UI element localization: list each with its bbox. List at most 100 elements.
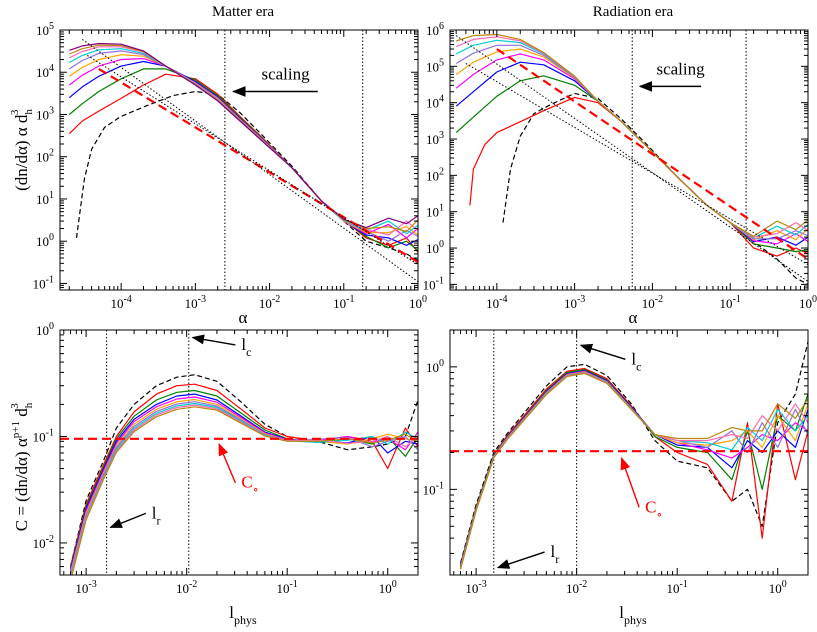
annotation-label: lr (551, 542, 560, 566)
x-tick-label: 10-3 (465, 579, 486, 596)
x-tick-label: 100 (379, 579, 397, 596)
panel-matter-alpha: 10-4 10-3 10-2 10-1 100 10-1 100 101 102 103 104 10… (33, 21, 427, 311)
annotation-label: C∘ (241, 473, 258, 497)
y-tick-label: 105 (426, 57, 444, 74)
reference-line-dotted (87, 54, 418, 266)
reference-line-red-dashed (496, 48, 808, 260)
series-line-dashed (75, 90, 418, 262)
series-line (459, 370, 808, 568)
series-line (69, 401, 418, 575)
annotation-label: C∘ (645, 497, 662, 521)
x-tick-label: 100 (769, 579, 787, 596)
series-line (459, 372, 808, 570)
series-line (459, 369, 808, 566)
series-line (68, 60, 418, 246)
x-tick-label: 10-1 (333, 294, 354, 311)
y-tick-label: 100 (36, 232, 54, 249)
series-line (71, 406, 418, 575)
y-axis-label-bottom-sub: h (23, 402, 35, 408)
x-axis-label-matter-lphys-main: l (229, 603, 234, 622)
series-line (456, 33, 808, 237)
series-line (455, 53, 808, 245)
x-tick-label: 10-2 (642, 294, 663, 311)
y-axis-label-bottom: C = (dn/dα) αp+1 dh3 (9, 402, 35, 531)
y-tick-label: 100 (426, 239, 444, 256)
reference-line-dotted (465, 63, 808, 266)
series-line (455, 48, 808, 241)
x-tick-label: 10-4 (486, 294, 507, 311)
y-tick-label: 102 (36, 148, 54, 165)
y-tick-label: 103 (36, 105, 54, 122)
y-tick-label: 104 (36, 63, 54, 80)
series-line (459, 367, 808, 566)
x-axis-label-radiation-lphys: lphys (619, 603, 647, 627)
annotation-label: lc (241, 335, 251, 359)
x-axis-label-radiation-lphys-sub: phys (624, 613, 647, 627)
x-tick-label: 10-1 (277, 579, 298, 596)
reference-line-dotted (82, 38, 418, 283)
annotation-label: lc (631, 349, 641, 373)
series-line (69, 42, 418, 229)
y-axis-label-top-sub: h (23, 109, 35, 115)
annotation-arrow (191, 334, 236, 346)
y-tick-label: 100 (36, 321, 54, 338)
plot-area (450, 330, 808, 575)
x-tick-label: 10-3 (564, 294, 585, 311)
series-line (69, 46, 418, 236)
series-line (68, 68, 418, 252)
x-tick-label: 10-1 (667, 579, 688, 596)
y-tick-label: 101 (36, 190, 54, 207)
plot-frame (449, 329, 809, 576)
plot-area (60, 330, 418, 575)
y-axis-label-top: (dn/dα) α dh3 (9, 109, 35, 191)
annotation-arrow (109, 512, 147, 529)
series-line (68, 57, 418, 239)
y-axis-label-top-main: (dn/dα) α d (12, 114, 31, 191)
scaling-annotation: scaling (656, 59, 705, 78)
annotation-label: lr (152, 503, 161, 527)
y-tick-label: 106 (426, 21, 444, 38)
y-tick-label: 10-2 (33, 534, 54, 551)
y-axis-label-top-sup: 3 (9, 109, 21, 115)
panel-radiation-alpha: 10-4 10-3 10-2 10-1 100 10-1 100 101 102 103 104 10… (423, 21, 817, 311)
panel-radiation-lphys: 10-3 10-2 10-1 100 10-1 100 lc lr C∘ (423, 329, 809, 596)
annotation-arrow (496, 551, 545, 569)
reference-line-red-dashed (98, 67, 418, 264)
x-axis-label-matter-lphys: lphys (229, 603, 257, 627)
y-tick-label: 103 (426, 130, 444, 147)
chart-title-radiation: Radiation era (593, 4, 674, 20)
series-line (68, 73, 418, 253)
y-axis-label-bottom-tail: d (12, 408, 31, 421)
x-axis-label-radiation-lphys-main: l (619, 603, 624, 622)
chart-title-matter: Matter era (212, 4, 274, 20)
x-tick-label: 100 (799, 294, 817, 311)
series-line (469, 96, 808, 257)
x-tick-label: 10-2 (259, 294, 280, 311)
series-line (69, 44, 418, 233)
plot-frame (59, 29, 419, 291)
y-tick-label: 105 (36, 21, 54, 38)
series-line-dashed (502, 92, 808, 285)
y-tick-label: 10-1 (33, 427, 54, 444)
y-tick-label: 104 (426, 94, 444, 111)
plot-area (68, 30, 418, 290)
y-tick-label: 100 (426, 358, 444, 375)
series-line (68, 50, 418, 242)
reference-line-dotted (455, 35, 808, 282)
series-line (459, 371, 808, 569)
annotation-arrow (218, 442, 236, 484)
series-line-dashed (69, 374, 418, 567)
panel-matter-lphys: 10-3 10-2 10-1 100 10-2 10-1 100 lc lr C∘ (33, 321, 419, 596)
annotation-arrow (579, 343, 626, 360)
x-tick-label: 100 (409, 294, 427, 311)
y-tick-label: 10-1 (423, 480, 444, 497)
y-axis-label-bottom-sup: p+1 (10, 421, 22, 438)
series-line-dashed (459, 341, 808, 564)
x-axis-label-matter-lphys-sub: phys (234, 613, 257, 627)
series-line (69, 396, 418, 572)
y-axis-label-bottom-sup2: 3 (9, 403, 21, 409)
scaling-annotation: scaling (261, 65, 310, 84)
series-line (68, 54, 418, 236)
series-line (459, 370, 808, 567)
annotation-arrow (620, 456, 640, 508)
